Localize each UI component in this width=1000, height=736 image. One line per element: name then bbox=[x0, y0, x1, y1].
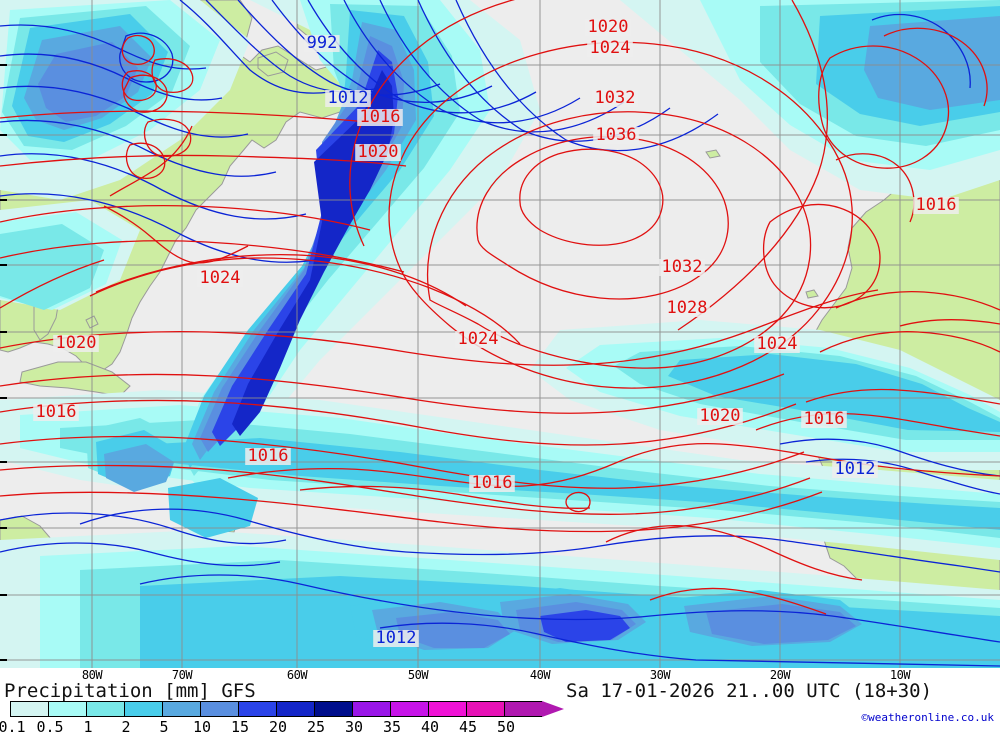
longitude-label: 40W bbox=[529, 668, 551, 682]
product-title: Precipitation [mm] GFS bbox=[4, 680, 256, 702]
legend-swatch bbox=[504, 701, 542, 717]
isobar-label: 1012 bbox=[328, 88, 369, 108]
legend-swatch bbox=[48, 701, 86, 717]
copyright-link[interactable]: ©weatheronline.co.uk bbox=[861, 711, 994, 724]
longitude-label: 30W bbox=[649, 668, 671, 682]
legend-tick-label: 15 bbox=[230, 718, 250, 736]
legend-tick-label: 20 bbox=[268, 718, 288, 736]
longitude-label: 20W bbox=[769, 668, 791, 682]
isobar-label: 1016 bbox=[360, 107, 401, 127]
isobar-label-backing bbox=[357, 109, 403, 126]
isobar-label-backing bbox=[373, 630, 419, 647]
legend-swatch bbox=[10, 701, 48, 717]
legend-swatch bbox=[162, 701, 200, 717]
isobar-label-backing bbox=[659, 259, 705, 276]
legend-tick-label: 2 bbox=[121, 718, 131, 736]
isobar-label: 1020 bbox=[56, 333, 97, 353]
longitude-label: 60W bbox=[286, 668, 308, 682]
map-canvas[interactable]: 992 1012 1016 1020 1020 1024 1032 1036 1024 1020 1… bbox=[0, 0, 1000, 668]
isobar-label-backing bbox=[33, 404, 79, 421]
isobar-label: 1016 bbox=[248, 446, 289, 466]
legend-swatch bbox=[124, 701, 162, 717]
legend-tick-label: 35 bbox=[382, 718, 402, 736]
isobar-label: 1024 bbox=[757, 334, 798, 354]
canary-islands-land bbox=[805, 289, 819, 299]
legend-overflow-arrow bbox=[542, 701, 564, 717]
precipitation-legend-bar[interactable] bbox=[10, 701, 564, 717]
latitude-ticks bbox=[0, 64, 7, 661]
isobar-label: 1020 bbox=[358, 142, 399, 162]
longitude-label: 80W bbox=[81, 668, 103, 682]
azores-island-a bbox=[705, 149, 721, 159]
isobar-label: 1016 bbox=[916, 195, 957, 215]
isobar-label: 1024 bbox=[458, 329, 499, 349]
isobar-label-backing bbox=[53, 335, 99, 352]
legend-swatch bbox=[466, 701, 504, 717]
legend-tick-label: 25 bbox=[306, 718, 326, 736]
isobar-label-backing bbox=[593, 127, 639, 144]
isobar-label-backing bbox=[585, 19, 631, 36]
isobar-label-backing bbox=[455, 331, 501, 348]
isobar-label-backing bbox=[592, 90, 638, 107]
longitude-label: 50W bbox=[407, 668, 429, 682]
isobar-label-backing bbox=[664, 300, 710, 317]
isobar-label: 1032 bbox=[595, 88, 636, 108]
isobar-label: 1016 bbox=[804, 409, 845, 429]
isobar-label-backing bbox=[245, 448, 291, 465]
isobar-label-backing bbox=[587, 40, 633, 57]
legend-swatch bbox=[314, 701, 352, 717]
isobar-label: 1012 bbox=[376, 628, 417, 648]
isobar-label: 1020 bbox=[588, 17, 629, 37]
isobar-label-backing bbox=[304, 35, 340, 52]
isobar-label-backing bbox=[325, 90, 371, 107]
valid-time-label: Sa 17-01-2026 21..00 UTC (18+30) bbox=[566, 680, 933, 702]
longitude-label: 70W bbox=[171, 668, 193, 682]
map-footer: 80W 70W 60W 50W 40W 30W 20W 10W Precipitation [… bbox=[0, 668, 1000, 736]
legend-tick-label: 0.5 bbox=[36, 718, 64, 736]
legend-tick-label: 10 bbox=[192, 718, 212, 736]
legend-tick-label: 5 bbox=[159, 718, 169, 736]
legend-swatch bbox=[390, 701, 428, 717]
isobar-label: 1032 bbox=[662, 257, 703, 277]
isobar-label: 1024 bbox=[200, 268, 241, 288]
isobar-label: 1028 bbox=[667, 298, 708, 318]
legend-swatch bbox=[428, 701, 466, 717]
legend-tick-label: 30 bbox=[344, 718, 364, 736]
isobars-low bbox=[0, 0, 1000, 667]
legend-swatch bbox=[86, 701, 124, 717]
isobar-label-backing bbox=[469, 475, 515, 492]
legend-tick-label: 50 bbox=[496, 718, 516, 736]
isobar-label: 992 bbox=[307, 33, 338, 53]
longitude-label: 10W bbox=[889, 668, 911, 682]
precipitation-legend-ticks: 0.1 0.5 1 2 5 10 15 20 25 30 35 40 45 50 bbox=[0, 718, 560, 736]
isobar-labels: 9921012101610201020102410321036102410201… bbox=[33, 17, 959, 648]
isobar-label-backing bbox=[697, 408, 743, 425]
isobar-label: 1024 bbox=[590, 38, 631, 58]
isobars-high bbox=[0, 0, 1000, 615]
legend-tick-label: 1 bbox=[83, 718, 93, 736]
legend-tick-label: 40 bbox=[420, 718, 440, 736]
isobar-label-backing bbox=[832, 461, 878, 478]
isobar-label-backing bbox=[355, 144, 401, 161]
legend-swatch bbox=[352, 701, 390, 717]
isobar-label: 1012 bbox=[835, 459, 876, 479]
legend-swatch bbox=[200, 701, 238, 717]
isobar-label: 1036 bbox=[596, 125, 637, 145]
legend-tick-label: 0.1 bbox=[0, 718, 26, 736]
isobar-label: 1016 bbox=[36, 402, 77, 422]
isobar-label-backing bbox=[197, 270, 243, 287]
legend-tick-label: 45 bbox=[458, 718, 478, 736]
legend-swatch bbox=[238, 701, 276, 717]
isobar-label-backing bbox=[801, 411, 847, 428]
isobar-label-backing bbox=[913, 197, 959, 214]
legend-swatch bbox=[276, 701, 314, 717]
isobar-label-backing bbox=[754, 336, 800, 353]
isobar-label: 1020 bbox=[700, 406, 741, 426]
isobar-label: 1016 bbox=[472, 473, 513, 493]
